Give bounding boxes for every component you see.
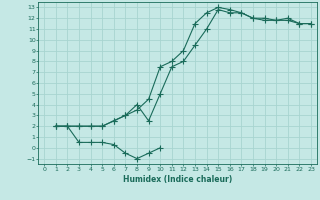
X-axis label: Humidex (Indice chaleur): Humidex (Indice chaleur) <box>123 175 232 184</box>
